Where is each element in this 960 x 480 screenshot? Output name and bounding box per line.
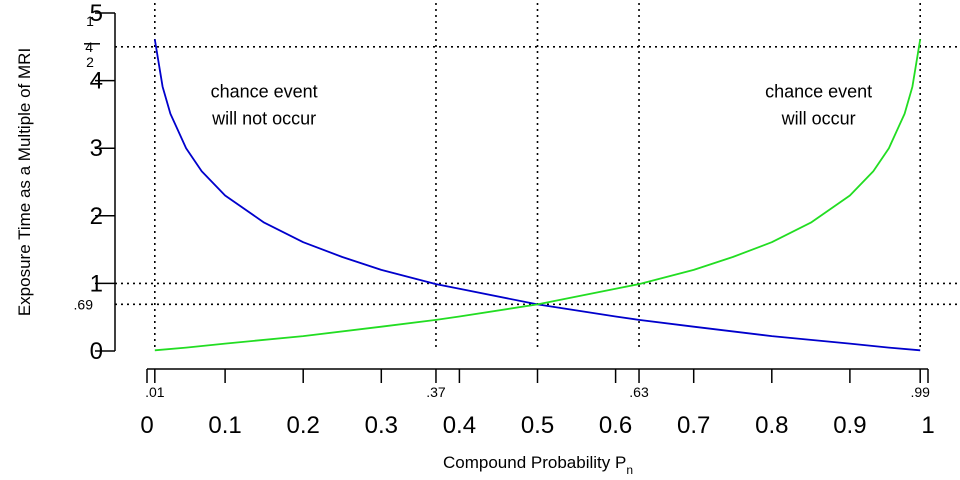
x-axis-title-main: Compound Probability P — [443, 453, 626, 472]
y-extra-tick-label-0-69: .69 — [74, 296, 94, 312]
y-tick-label-4: 4 — [90, 68, 103, 95]
x-tick-label-1: 1 — [921, 412, 934, 439]
x-tick-label-0-3: 0.3 — [365, 412, 398, 439]
y-fraction-denominator: 2 — [86, 54, 94, 70]
y-axis-title: Exposure Time as a Multiple of MRI — [15, 48, 34, 316]
annotation-1: chance event will not occur — [211, 82, 318, 129]
x-tick-label-0-5: 0.5 — [521, 412, 554, 439]
x-tick-label-0-8: 0.8 — [755, 412, 788, 439]
x-tick-label-0-1: 0.1 — [208, 412, 241, 439]
series-layer — [153, 39, 922, 352]
x-tick-label-0-4: 0.4 — [443, 412, 476, 439]
y-tick-label-0: 0 — [90, 338, 103, 365]
annotations: chance event will not occur chance event wi… — [211, 82, 873, 129]
y-tick-label-5: 5 — [90, 0, 103, 27]
annotation-1-line-2: will not occur — [211, 109, 316, 129]
y-extra-tick-label-4-5: 4 — [85, 39, 93, 55]
y-fraction-numerator: 1 — [86, 13, 94, 29]
annotation-2-line-2: will occur — [781, 109, 856, 129]
x-tick-label-0: 0 — [140, 412, 153, 439]
x-tick-label-0-6: 0.6 — [599, 412, 632, 439]
annotation-2-line-1: chance event — [765, 82, 872, 102]
x-minor-tick-label-0-37: .37 — [426, 384, 446, 400]
y-axis: 0 1 2 3 4 5 .69 4 1 2 — [74, 0, 116, 365]
x-axis-title: Compound Probability Pn — [443, 453, 633, 477]
y-tick-label-1: 1 — [90, 270, 103, 297]
annotation-2: chance event will occur — [765, 82, 872, 129]
x-minor-tick-label-0-63: .63 — [629, 384, 649, 400]
x-axis: 0 0.1 0.2 0.3 0.4 0.5 0.6 0.7 0.8 0.9 1 .01 .37 .63 .9… — [140, 368, 935, 439]
x-axis-title-subscript: n — [626, 463, 633, 477]
y-tick-label-3: 3 — [90, 135, 103, 162]
x-tick-label-0-7: 0.7 — [677, 412, 710, 439]
x-tick-label-0-2: 0.2 — [287, 412, 320, 439]
series-line-1 — [153, 39, 921, 352]
y-tick-label-2: 2 — [90, 203, 103, 230]
series-line-2 — [154, 39, 922, 352]
reference-lines — [115, 3, 958, 351]
x-tick-label-0-9: 0.9 — [833, 412, 866, 439]
annotation-1-line-1: chance event — [211, 82, 318, 102]
x-minor-tick-label-0-99: .99 — [910, 384, 930, 400]
x-minor-tick-label-0-01: .01 — [145, 384, 165, 400]
